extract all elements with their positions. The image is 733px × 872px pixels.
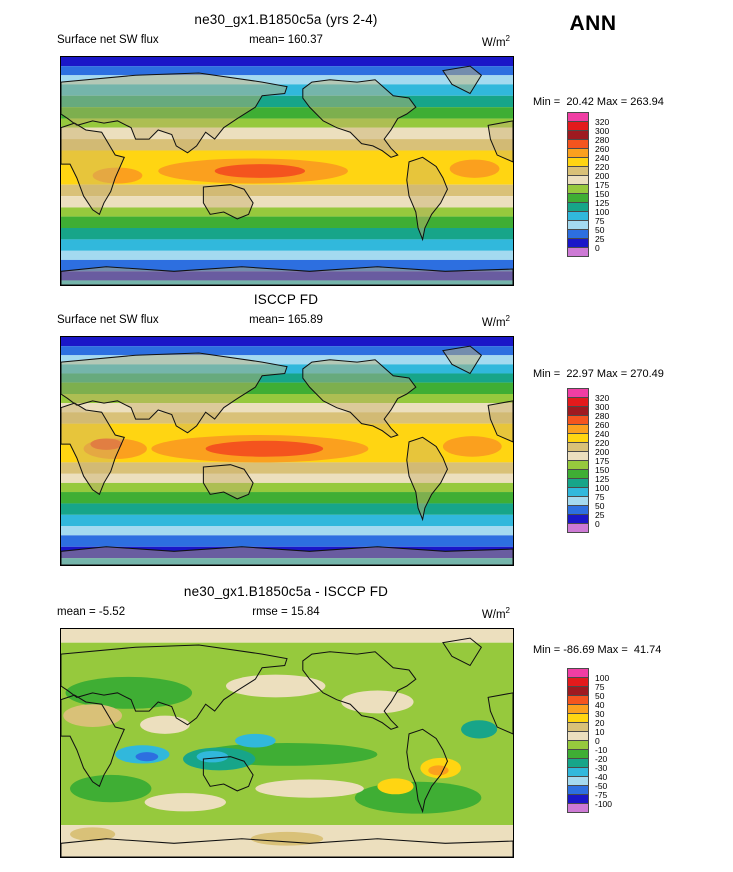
colorbar-tick-label: 40 [595, 700, 605, 710]
minmax-label: Min = 20.42 Max = 263.94 [533, 96, 664, 108]
panel-model: ne30_gx1.B1850c5a (yrs 2-4) Surface net … [0, 12, 733, 302]
colorbar: 100 75 50 40 30 20 10 0 -10 -20 -30 -40 -50 -75 -100 [567, 668, 612, 828]
colorbar-tick-label: 30 [595, 709, 605, 719]
colorbar-tick-label: 260 [595, 144, 610, 154]
colorbar-tick-label: 100 [595, 483, 610, 493]
contour-map-diff [60, 628, 514, 858]
colorbar-tick-label: 200 [595, 171, 610, 181]
mean-label: mean= 165.89 [249, 314, 323, 326]
colorbar-tick-label: -30 [595, 763, 608, 773]
mean-label: mean= 160.37 [249, 34, 323, 46]
mean-label: mean = -5.52 [57, 606, 126, 618]
colorbar-tick-label: 240 [595, 153, 610, 163]
panel-title: ne30_gx1.B1850c5a - ISCCP FD [183, 584, 389, 599]
colorbar-tick-label: -50 [595, 781, 608, 791]
colorbar-swatch [567, 803, 589, 813]
colorbar-tick-label: 25 [595, 510, 605, 520]
colorbar-swatch [567, 247, 589, 257]
colorbar-tick-label: 20 [595, 718, 605, 728]
panel-title: ISCCP FD [253, 292, 319, 307]
units-label: W/m2 [481, 314, 510, 329]
colorbar-tick-label: -10 [595, 745, 608, 755]
colorbar-tick-label: 220 [595, 438, 610, 448]
colorbar-tick-label: 300 [595, 402, 610, 412]
colorbar-tick-label: 75 [595, 492, 605, 502]
minmax-label: Min = 22.97 Max = 270.49 [533, 368, 664, 380]
variable-label: Surface net SW flux [57, 314, 159, 326]
colorbar-tick-label: 200 [595, 447, 610, 457]
colorbar-tick-label: 75 [595, 682, 605, 692]
units-label: W/m2 [481, 34, 510, 49]
colorbar: 320 300 280 260 240 220 200 175 150 125 100 75 50 25 0 [567, 112, 609, 272]
colorbar-tick-label: 10 [595, 727, 605, 737]
colorbar-tick-label: 300 [595, 126, 610, 136]
colorbar-tick-label: 0 [595, 519, 600, 529]
panel-obs: ISCCP FD Surface net SW flux mean= 165.8… [0, 292, 733, 582]
colorbar-tick-label: 75 [595, 216, 605, 226]
rmse-label: rmse = 15.84 [252, 606, 320, 618]
colorbar-tick-label: 175 [595, 180, 610, 190]
colorbar: 320 300 280 260 240 220 200 175 150 125 100 75 50 25 0 [567, 388, 609, 548]
contour-map-obs [60, 336, 514, 566]
colorbar-tick-label: 25 [595, 234, 605, 244]
colorbar-tick-label: 150 [595, 465, 610, 475]
colorbar-tick-label: -20 [595, 754, 608, 764]
colorbar-tick-label: 220 [595, 162, 610, 172]
colorbar-tick-label: 175 [595, 456, 610, 466]
colorbar-tick-label: 100 [595, 207, 610, 217]
colorbar-tick-label: 280 [595, 411, 610, 421]
colorbar-tick-label: 320 [595, 117, 610, 127]
colorbar-tick-label: 100 [595, 673, 610, 683]
colorbar-tick-label: -40 [595, 772, 608, 782]
colorbar-tick-label: 50 [595, 501, 605, 511]
units-label: W/m2 [481, 606, 510, 621]
colorbar-tick-label: 0 [595, 243, 600, 253]
colorbar-tick-label: -100 [595, 799, 613, 809]
colorbar-tick-label: -75 [595, 790, 608, 800]
colorbar-tick-label: 0 [595, 736, 600, 746]
colorbar-tick-label: 125 [595, 198, 610, 208]
colorbar-tick-label: 50 [595, 691, 605, 701]
contour-map-model [60, 56, 514, 286]
colorbar-tick-label: 150 [595, 189, 610, 199]
colorbar-tick-label: 260 [595, 420, 610, 430]
colorbar-swatch [567, 523, 589, 533]
variable-label: Surface net SW flux [57, 34, 159, 46]
panel-title: ne30_gx1.B1850c5a (yrs 2-4) [194, 12, 378, 27]
colorbar-tick-label: 320 [595, 393, 610, 403]
colorbar-tick-label: 240 [595, 429, 610, 439]
colorbar-tick-label: 125 [595, 474, 610, 484]
season-label: ANN [569, 12, 617, 35]
panel-diff: ne30_gx1.B1850c5a - ISCCP FD mean = -5.5… [0, 584, 733, 872]
minmax-label: Min = -86.69 Max = 41.74 [533, 644, 662, 656]
colorbar-tick-label: 280 [595, 135, 610, 145]
colorbar-tick-label: 50 [595, 225, 605, 235]
